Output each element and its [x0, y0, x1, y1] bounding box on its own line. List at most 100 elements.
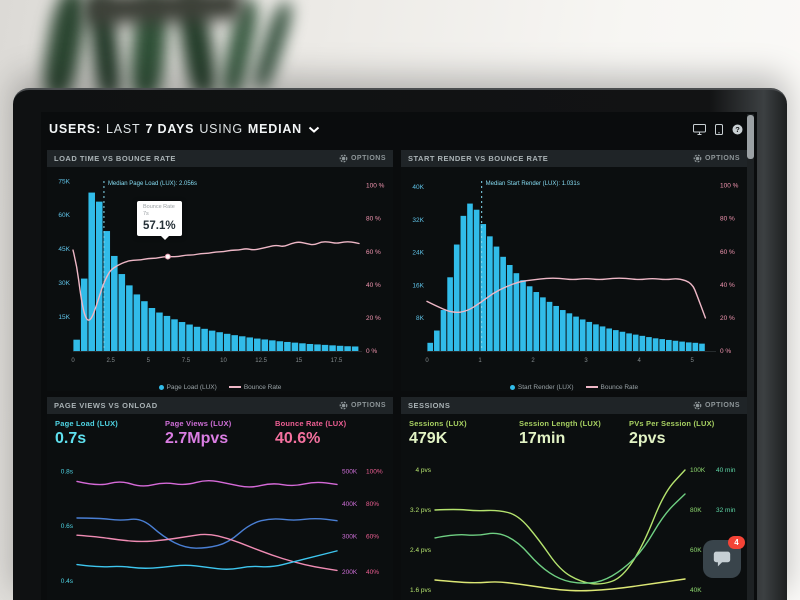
svg-text:60K: 60K [58, 212, 70, 219]
svg-text:2: 2 [531, 358, 535, 364]
metric-value: 2pvs [629, 430, 666, 447]
svg-text:80K: 80K [690, 507, 702, 514]
svg-text:40 min: 40 min [716, 467, 736, 474]
svg-text:8K: 8K [416, 315, 425, 322]
title-part: USERS: [49, 122, 102, 136]
legend-line [228, 386, 241, 388]
panel-header: SESSIONS OPTIONS [401, 397, 747, 414]
header-icons: ? [693, 123, 743, 135]
svg-text:100K: 100K [690, 467, 706, 474]
mobile-icon[interactable] [715, 123, 723, 135]
laptop: USERS: LAST 7 DAYS USING MEDIAN [13, 88, 787, 600]
panel-body: Median Page Load (LUX): 2.056s 75K 60K 45K 3… [47, 167, 393, 394]
metric-session-length: Session Length (LUX) 17min [519, 419, 629, 456]
dashboard-header: USERS: LAST 7 DAYS USING MEDIAN [41, 112, 757, 146]
options-label: OPTIONS [350, 402, 386, 409]
svg-text:0 %: 0 % [366, 348, 377, 355]
metric-value: 0.7s [55, 430, 87, 447]
metric-value: 40.6% [275, 430, 321, 447]
svg-text:400K: 400K [342, 501, 358, 508]
options-button[interactable]: OPTIONS [693, 154, 740, 163]
metric-label: Page Views (LUX) [165, 419, 232, 428]
svg-text:60 %: 60 % [720, 249, 735, 256]
panel-page-views-vs-onload: PAGE VIEWS VS ONLOAD OPTIONS Page Load (… [47, 397, 393, 600]
chart-tooltip: Bounce Rate 7s 57.1% [137, 201, 182, 240]
legend-line [585, 386, 598, 388]
legend-item: Page Load (LUX) [158, 384, 217, 391]
legend-dot [158, 384, 164, 390]
chart-legend: Start Render (LUX) Bounce Rate [401, 380, 747, 394]
svg-text:40 %: 40 % [720, 282, 735, 289]
metric-label: Sessions (LUX) [409, 419, 467, 428]
panel-header: PAGE VIEWS VS ONLOAD OPTIONS [47, 397, 393, 414]
tooltip-x-value: 7s [143, 211, 149, 218]
options-button[interactable]: OPTIONS [339, 401, 386, 410]
gear-icon [693, 401, 702, 410]
desktop-icon[interactable] [693, 123, 706, 135]
svg-text:0: 0 [71, 358, 75, 364]
metric-value: 2.7Mpvs [165, 430, 229, 447]
panel-body: Sessions (LUX) 479K Session Length (LUX)… [401, 414, 747, 600]
svg-text:16K: 16K [412, 282, 424, 289]
metric-value: 17min [519, 430, 566, 447]
svg-text:100 %: 100 % [720, 183, 739, 190]
svg-text:80 %: 80 % [366, 216, 381, 223]
scrollbar-thumb[interactable] [747, 115, 754, 159]
svg-text:500K: 500K [342, 468, 358, 475]
shelf-shadow [85, 0, 243, 25]
legend-label: Start Render (LUX) [517, 383, 574, 391]
chat-button[interactable]: 4 [703, 536, 745, 578]
gear-icon [339, 401, 348, 410]
legend-item: Bounce Rate [585, 384, 638, 391]
svg-text:?: ? [735, 125, 740, 134]
title-part: LAST [106, 122, 141, 136]
svg-text:80%: 80% [366, 501, 379, 508]
options-button[interactable]: OPTIONS [339, 154, 386, 163]
svg-text:200K: 200K [342, 569, 358, 576]
panel-header: LOAD TIME VS BOUNCE RATE OPTIONS [47, 150, 393, 167]
metric-label: Page Load (LUX) [55, 419, 119, 428]
svg-text:1: 1 [478, 358, 482, 364]
gear-icon [339, 154, 348, 163]
metric-bounce-rate: Bounce Rate (LUX) 40.6% [275, 419, 385, 456]
svg-text:32K: 32K [412, 217, 424, 224]
title-part: MEDIAN [247, 122, 303, 136]
metric-label: Session Length (LUX) [519, 419, 601, 428]
svg-text:Median Page Load (LUX): 2.056s: Median Page Load (LUX): 2.056s [108, 181, 197, 187]
chevron-down-icon[interactable] [308, 126, 320, 133]
svg-text:60 %: 60 % [366, 249, 381, 256]
svg-text:0: 0 [425, 358, 429, 364]
panel-body: Median Start Render (LUX): 1.031s 40K 32K 2… [401, 167, 747, 394]
panel-load-time-vs-bounce-rate: LOAD TIME VS BOUNCE RATE OPTIONS Median … [47, 150, 393, 391]
scrollbar[interactable] [747, 114, 754, 600]
svg-text:0.6s: 0.6s [61, 523, 74, 530]
svg-text:4: 4 [637, 358, 641, 364]
metric-pvs-per-session: PVs Per Session (LUX) 2pvs [629, 419, 739, 456]
svg-text:12.5: 12.5 [255, 358, 267, 364]
load-time-chart: Median Page Load (LUX): 2.056s 75K 60K 45K 3… [58, 178, 384, 364]
dashboard-screen: USERS: LAST 7 DAYS USING MEDIAN [41, 112, 757, 600]
metric-sessions: Sessions (LUX) 479K [409, 419, 519, 456]
options-button[interactable]: OPTIONS [693, 401, 740, 410]
options-label: OPTIONS [350, 155, 386, 162]
metric-page-views: Page Views (LUX) 2.7Mpvs [165, 419, 275, 456]
legend-item: Start Render (LUX) [509, 383, 574, 391]
chat-bubble-icon [713, 551, 731, 567]
panel-title: LOAD TIME VS BOUNCE RATE [54, 154, 176, 163]
svg-text:20 %: 20 % [366, 315, 381, 322]
sessions-chart: 4 pvs 3.2 pvs 2.4 pvs 1.6 pvs 100K 40 min 80K 3… [410, 467, 736, 594]
svg-text:2.4 pvs: 2.4 pvs [410, 547, 432, 554]
metrics-row: Sessions (LUX) 479K Session Length (LUX)… [401, 414, 747, 458]
svg-text:40K: 40K [690, 587, 702, 594]
panel-sessions: SESSIONS OPTIONS Sessions (LUX) 479K [401, 397, 747, 600]
panel-title: PAGE VIEWS VS ONLOAD [54, 401, 158, 410]
svg-text:15: 15 [295, 358, 302, 364]
svg-text:45K: 45K [58, 246, 70, 253]
svg-text:300K: 300K [342, 534, 358, 541]
legend-dot [509, 384, 515, 390]
metrics-row: Page Load (LUX) 0.7s Page Views (LUX) 2.… [47, 414, 393, 458]
svg-text:30K: 30K [58, 280, 70, 287]
help-icon[interactable]: ? [732, 124, 743, 135]
metric-label: PVs Per Session (LUX) [629, 419, 715, 428]
